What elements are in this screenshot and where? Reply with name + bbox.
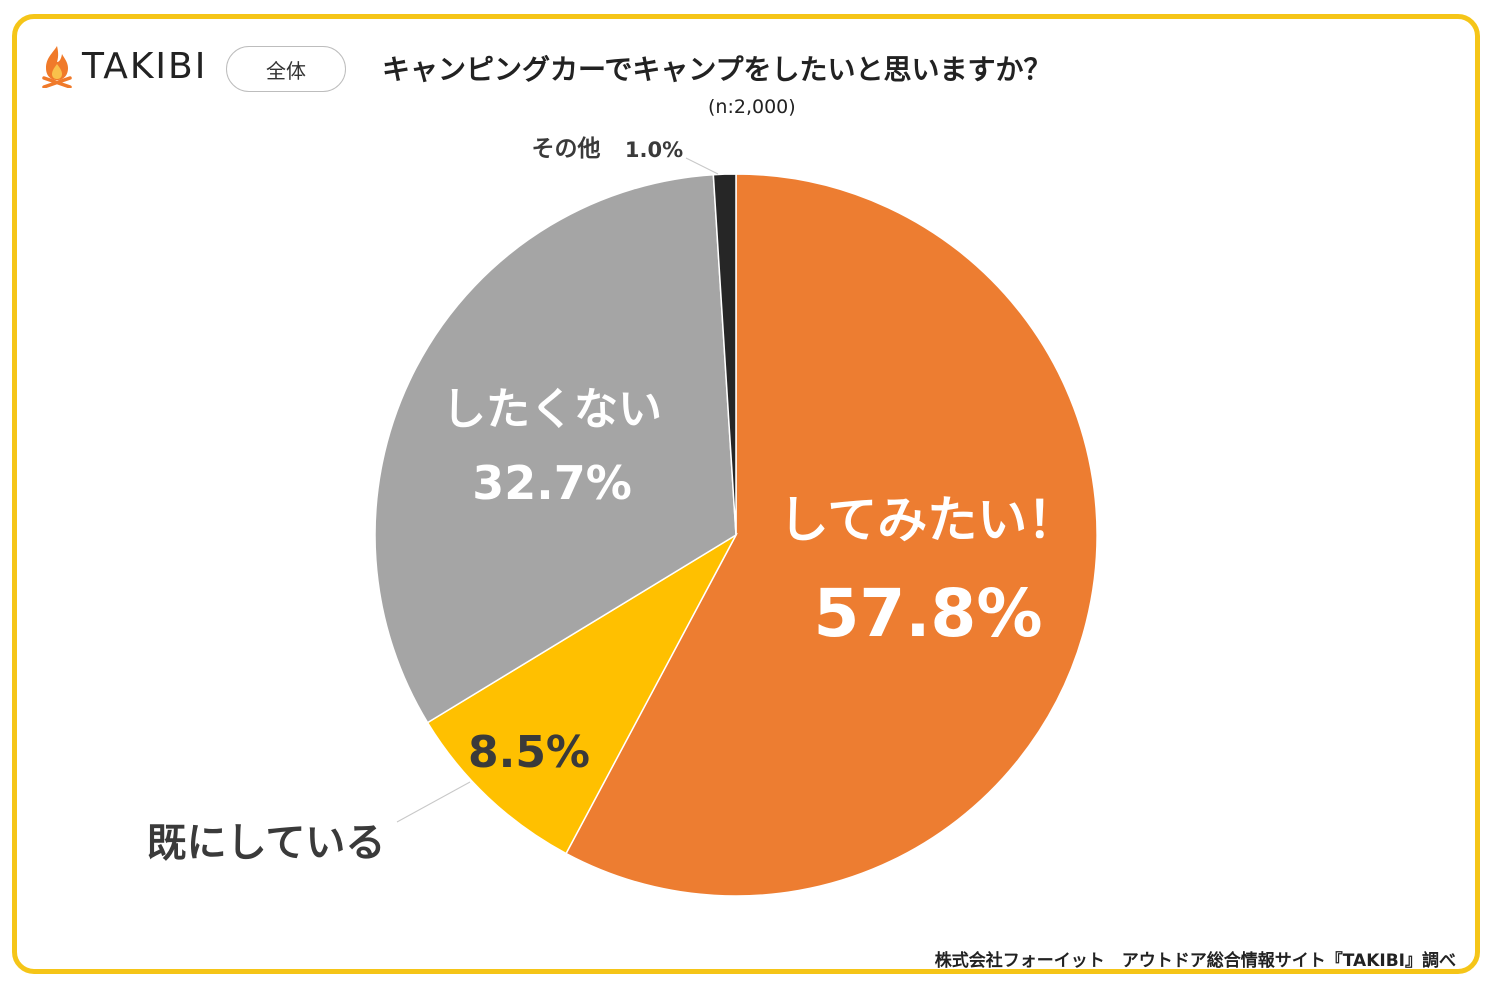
chart-subtitle: (n:2,000) [708,96,796,118]
brand-logo: TAKIBI [40,44,207,88]
pie-slice-3 [712,173,737,536]
chart-title: キャンピングカーでキャンプをしたいと思いますか？ [382,53,1052,86]
brand-name: TAKIBI [82,45,208,87]
slice-value-1: 8.5% [468,727,590,778]
leader-line-1 [396,781,471,823]
slice-label-1: 既にしている [147,820,386,866]
slice-label-3: その他 [532,136,601,162]
slice-value-2: 32.7% [472,456,632,510]
pie-slice-2 [374,173,737,724]
slice-label-2: したくない [442,384,662,435]
slice-label-0: してみたい！ [779,491,1078,549]
segment-tag: 全体 [226,46,346,92]
pie-slice-0 [565,173,1098,897]
leader-line-3 [685,157,719,175]
campfire-icon [42,46,72,88]
slice-value-3: 1.0% [625,138,683,162]
source-credit: 株式会社フォーイット アウトドア総合情報サイト『TAKIBI』調べ [934,951,1456,971]
slice-value-0: 57.8% [814,575,1043,652]
pie-slice-1 [426,532,738,855]
